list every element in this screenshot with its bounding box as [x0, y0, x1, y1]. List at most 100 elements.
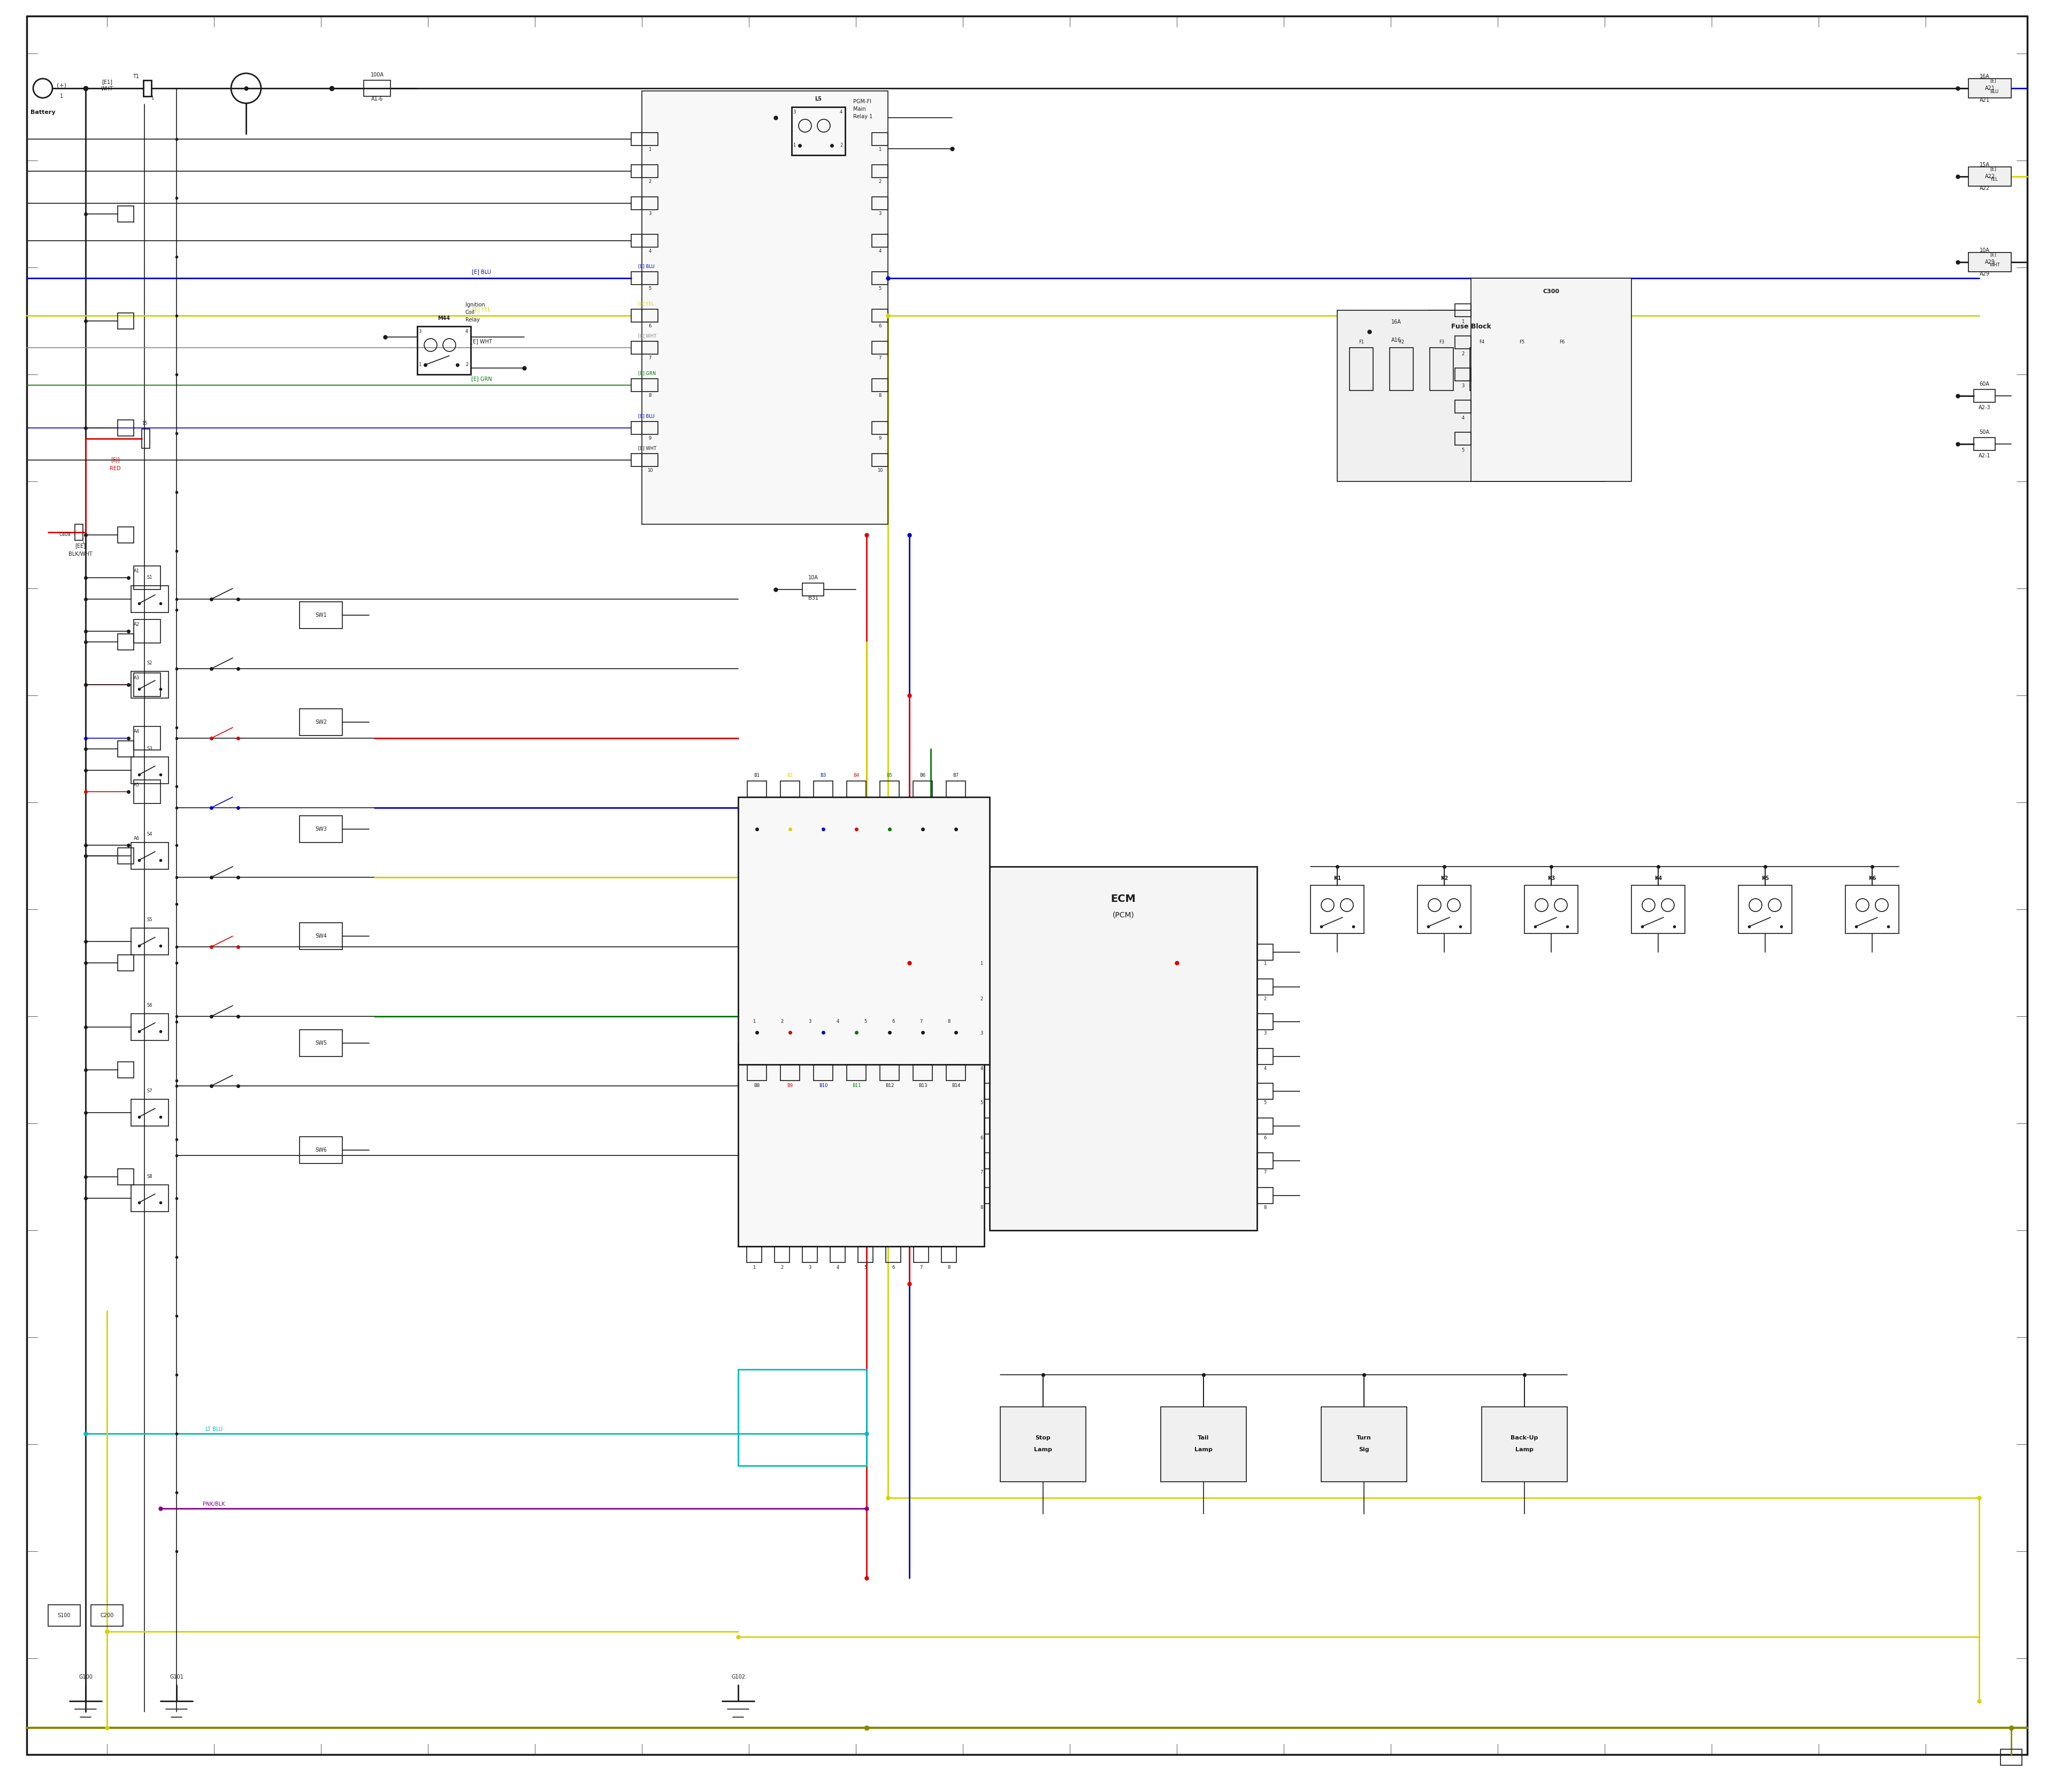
Bar — [631, 310, 645, 323]
Text: 16A: 16A — [1391, 319, 1401, 324]
Text: 1: 1 — [1263, 962, 1267, 966]
Text: [E] YEL: [E] YEL — [472, 306, 491, 312]
Text: [E] BLU: [E] BLU — [639, 414, 655, 419]
Text: A2-3: A2-3 — [1978, 405, 1990, 410]
Text: A16: A16 — [1391, 337, 1401, 342]
Bar — [641, 133, 657, 145]
Text: S2: S2 — [148, 661, 152, 665]
Bar — [117, 1168, 134, 1185]
Text: 10A: 10A — [1980, 247, 1990, 253]
Bar — [1968, 253, 2011, 272]
Bar — [631, 272, 645, 285]
Bar — [641, 378, 657, 392]
Text: 1: 1 — [754, 1265, 756, 1271]
Text: 5: 5 — [1263, 1100, 1267, 1106]
Bar — [1454, 367, 1471, 382]
Text: F1: F1 — [1358, 340, 1364, 344]
Text: 2: 2 — [840, 143, 842, 149]
Text: A21: A21 — [1984, 86, 1994, 91]
Text: [E] BLU: [E] BLU — [472, 269, 491, 274]
Text: BLU: BLU — [1990, 90, 1999, 93]
Text: A21: A21 — [1980, 97, 1990, 102]
Bar — [641, 340, 657, 355]
Bar — [1257, 1014, 1273, 1030]
Text: 7: 7 — [920, 1020, 922, 1023]
Text: 3: 3 — [1263, 1030, 1267, 1036]
Bar — [300, 923, 343, 950]
Bar — [974, 1082, 990, 1098]
Text: Stop: Stop — [1035, 1435, 1052, 1441]
Text: [E]: [E] — [1990, 79, 1996, 82]
Text: 2: 2 — [781, 1265, 783, 1271]
Bar — [791, 108, 844, 156]
Bar — [830, 1247, 844, 1262]
Text: A6: A6 — [134, 837, 140, 840]
Text: F4: F4 — [1479, 340, 1485, 344]
Bar — [131, 672, 168, 699]
Bar — [631, 340, 645, 355]
Text: WHT: WHT — [1990, 263, 2001, 267]
Bar — [885, 1247, 902, 1262]
Text: 8: 8 — [649, 394, 651, 398]
Bar — [1257, 944, 1273, 961]
Text: PNK/BLK: PNK/BLK — [203, 1502, 226, 1507]
Text: Back-Up: Back-Up — [1510, 1435, 1538, 1441]
Bar — [1471, 278, 1631, 482]
Bar — [879, 1064, 900, 1081]
Bar — [631, 378, 645, 392]
Bar — [774, 1027, 789, 1043]
Text: [E] WHT: [E] WHT — [639, 333, 657, 339]
Text: B12: B12 — [885, 1084, 893, 1088]
Text: [E] WHT: [E] WHT — [470, 339, 493, 344]
Text: [E] WHT: [E] WHT — [639, 446, 657, 450]
Text: 6: 6 — [891, 1265, 896, 1271]
Text: [EJ]: [EJ] — [111, 457, 119, 462]
Text: 15A: 15A — [1980, 161, 1990, 167]
Text: (+): (+) — [58, 82, 66, 88]
Bar — [47, 1606, 80, 1625]
Bar — [947, 1064, 965, 1081]
Bar — [914, 1027, 928, 1043]
Bar — [737, 1369, 867, 1466]
Text: S7: S7 — [148, 1090, 152, 1093]
Text: 6: 6 — [980, 1136, 984, 1140]
Text: 4: 4 — [980, 1066, 984, 1070]
Text: 15: 15 — [142, 421, 148, 426]
Text: A1: A1 — [134, 568, 140, 573]
Bar — [117, 634, 134, 650]
Bar — [300, 815, 343, 842]
Text: Tail: Tail — [1197, 1435, 1210, 1441]
Text: 4: 4 — [1462, 416, 1465, 421]
Bar — [641, 310, 657, 323]
Text: Battery: Battery — [31, 109, 55, 115]
Bar — [90, 1606, 123, 1625]
Bar — [871, 421, 887, 434]
Bar — [1257, 1048, 1273, 1064]
Bar — [803, 1247, 817, 1262]
Bar — [813, 781, 832, 797]
Text: 4: 4 — [879, 249, 881, 254]
Text: Fuse Block: Fuse Block — [1450, 323, 1491, 330]
Bar — [1000, 1407, 1087, 1482]
Text: SW1: SW1 — [314, 613, 327, 618]
Text: 4: 4 — [1263, 1066, 1267, 1070]
Text: 2: 2 — [1462, 351, 1465, 357]
Text: G100: G100 — [78, 1674, 92, 1679]
Text: A22: A22 — [1980, 186, 1990, 192]
Text: 7: 7 — [920, 1265, 922, 1271]
Bar — [1968, 79, 2011, 99]
Text: B1: B1 — [754, 772, 760, 778]
Bar — [117, 419, 134, 435]
Text: 1: 1 — [152, 95, 154, 100]
Text: RED: RED — [109, 466, 121, 471]
Bar — [1471, 348, 1493, 391]
Text: B11: B11 — [852, 1084, 861, 1088]
Text: 2: 2 — [879, 179, 881, 185]
Bar — [1430, 348, 1454, 391]
Bar — [1551, 348, 1573, 391]
Text: 3: 3 — [649, 211, 651, 217]
Text: 8: 8 — [879, 394, 881, 398]
Bar — [914, 1247, 928, 1262]
Text: K3: K3 — [1547, 876, 1555, 882]
Bar — [1974, 389, 1994, 401]
